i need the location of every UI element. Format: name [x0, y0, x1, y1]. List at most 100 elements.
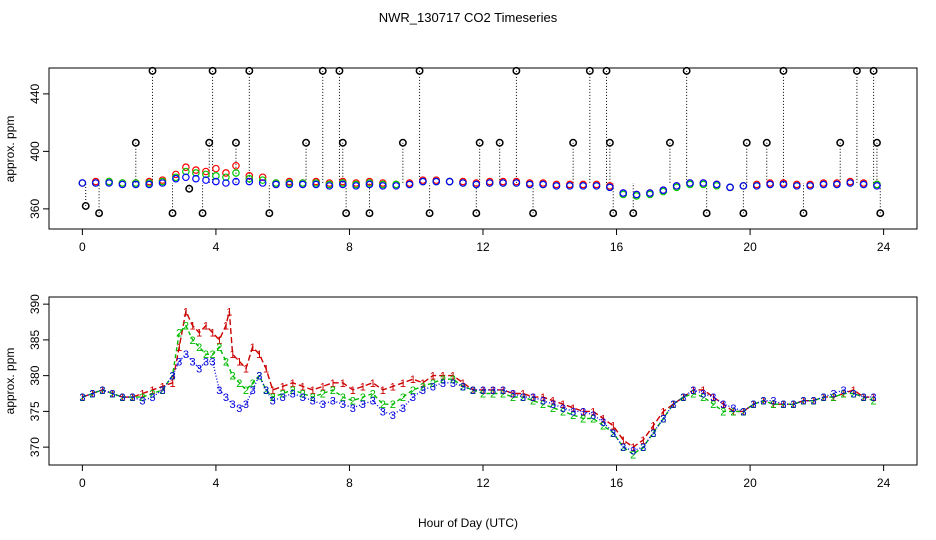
data-point-label: 3: [770, 396, 776, 408]
data-point: [81, 202, 90, 210]
data-point: [145, 180, 153, 189]
data-point-label: 3: [590, 410, 596, 422]
data-point: [95, 209, 104, 218]
data-point-label: 1: [99, 385, 105, 397]
data-point-label: 3: [183, 349, 189, 361]
data-point-label: 2: [600, 421, 606, 433]
data-point: [859, 180, 868, 189]
panel-bottom-ylabel: approx. ppm: [3, 348, 17, 415]
data-point-label: 3: [119, 392, 125, 404]
data-point: [512, 179, 521, 187]
data-point-label: 1: [139, 389, 145, 401]
data-point-label: 2: [159, 385, 165, 397]
data-point-label: 3: [129, 392, 135, 404]
data-point-label: 1: [330, 378, 336, 390]
data-point: [379, 182, 387, 190]
data-point-label: 3: [600, 417, 606, 429]
data-point-label: 3: [790, 399, 796, 411]
data-point-label: 2: [350, 396, 356, 408]
data-point-label: 2: [280, 389, 286, 401]
x-tick-label: 0: [79, 240, 86, 254]
series-line: [82, 309, 874, 448]
data-point-label: 1: [840, 389, 846, 401]
data-point-label: 3: [250, 385, 256, 397]
data-point-label: 2: [580, 414, 586, 426]
data-point-label: 1: [851, 385, 857, 397]
data-point-label: 3: [79, 392, 85, 404]
data-point-label: 1: [280, 381, 286, 393]
data-point: [742, 138, 751, 147]
y-tick-label: 370: [28, 437, 42, 457]
data-point-label: 2: [360, 392, 366, 404]
data-point: [605, 138, 614, 147]
data-point-label: 3: [460, 381, 466, 393]
data-point: [335, 66, 344, 75]
data-point: [592, 182, 601, 190]
data-point-label: 2: [119, 392, 125, 404]
data-point-label: 1: [670, 399, 676, 411]
data-point: [131, 138, 140, 147]
data-point-label: 1: [440, 371, 446, 383]
y-tick-label: 400: [28, 141, 42, 161]
data-point-label: 1: [203, 321, 209, 333]
data-point-label: 2: [330, 385, 336, 397]
data-point-label: 1: [780, 399, 786, 411]
data-point-label: 3: [169, 371, 175, 383]
data-point-label: 3: [450, 378, 456, 390]
data-point-label: 3: [89, 389, 95, 401]
data-point-label: 3: [720, 399, 726, 411]
data-point-label: 2: [340, 392, 346, 404]
data-point-label: 3: [470, 385, 476, 397]
x-tick-label: 20: [743, 240, 757, 254]
data-point-label: 1: [223, 321, 229, 333]
data-point: [739, 182, 748, 190]
data-point: [672, 182, 681, 190]
x-tick-label: 8: [346, 476, 353, 490]
data-point: [569, 138, 578, 147]
data-point-label: 1: [820, 392, 826, 404]
x-tick-label: 24: [877, 476, 891, 490]
x-tick-label: 16: [610, 240, 624, 254]
data-point-label: 3: [256, 371, 262, 383]
data-point: [629, 209, 638, 218]
data-point: [342, 209, 351, 218]
data-point-label: 2: [189, 335, 195, 347]
data-point-label: 1: [490, 385, 496, 397]
data-point: [445, 177, 454, 186]
data-point-label: 3: [650, 428, 656, 440]
data-point-label: 1: [183, 306, 189, 318]
data-point-label: 2: [263, 385, 269, 397]
data-point-label: 1: [790, 399, 796, 411]
data-point-label: 3: [660, 414, 666, 426]
data-point: [132, 180, 140, 189]
data-point-label: 1: [650, 421, 656, 433]
data-point: [632, 190, 641, 199]
data-point-label: 1: [740, 406, 746, 418]
data-point-label: 1: [250, 342, 256, 354]
data-point-label: 3: [230, 399, 236, 411]
data-point: [836, 138, 845, 147]
data-point-label: 1: [510, 389, 516, 401]
data-point: [212, 172, 220, 180]
data-point-label: 3: [480, 385, 486, 397]
data-point-label: 2: [390, 399, 396, 411]
y-tick-label: 360: [28, 199, 42, 219]
data-point-label: 2: [630, 449, 636, 461]
data-point-label: 1: [263, 363, 269, 375]
data-point-label: 2: [230, 371, 236, 383]
data-point: [779, 66, 788, 75]
y-tick-label: 375: [28, 401, 42, 421]
data-point-label: 1: [290, 378, 296, 390]
data-point-label: 3: [203, 356, 209, 368]
data-point: [168, 209, 177, 218]
data-point: [425, 209, 434, 218]
data-point-label: 2: [480, 389, 486, 401]
data-point-label: 2: [210, 349, 216, 361]
data-point-label: 2: [196, 342, 202, 354]
data-point: [232, 138, 240, 147]
data-point-label: 3: [871, 392, 877, 404]
data-point-label: 3: [216, 385, 222, 397]
data-point-label: 1: [109, 389, 115, 401]
